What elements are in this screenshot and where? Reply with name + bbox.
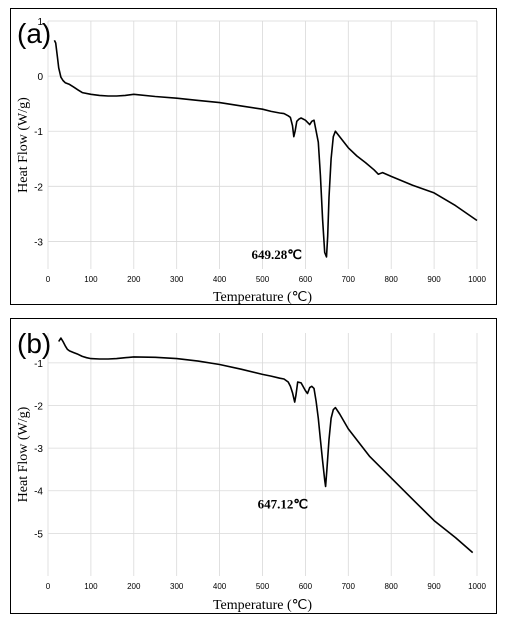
y-tick-label: -4 [34,487,43,498]
x-tick-label: 400 [213,582,227,591]
x-tick-label: 600 [299,275,313,284]
peak-temperature-label: 647.12℃ [258,496,308,511]
x-tick-label: 200 [127,275,141,284]
x-tick-label: 200 [127,582,141,591]
y-tick-label: -2 [34,182,43,193]
y-axis-title: Heat Flow (W/g) [16,406,31,502]
y-tick-label: 0 [37,72,43,83]
y-tick-label: -5 [34,529,43,540]
x-tick-label: 800 [385,582,399,591]
chart-panel-b: 0 100 200 300 400 500 600 700 800 900 1000 -1 -2 -3 -4… [10,318,497,614]
heat-flow-curve [53,39,478,258]
y-tick-label: -1 [34,359,43,370]
x-tick-label: 0 [46,582,51,591]
x-tick-label: 100 [84,275,98,284]
x-axis-title: Temperature (℃) [213,598,312,613]
x-tick-label: 500 [256,582,270,591]
peak-temperature-label: 649.28℃ [252,247,302,262]
y-tick-label: -1 [34,127,43,138]
x-tick-label: 600 [299,582,313,591]
heat-flow-curve [58,337,474,554]
chart-a-svg: 0 100 200 300 400 500 600 700 800 900 1000 1 0 -1 -2 -3… [16,17,486,305]
x-axis-title: Temperature (℃) [213,290,312,305]
y-tick-label: -3 [34,444,43,455]
y-tick-label: -3 [34,237,43,248]
x-tick-label: 900 [427,582,441,591]
panel-label: (b) [17,328,51,359]
x-tick-label: 900 [427,275,441,284]
x-tick-label: 300 [170,582,184,591]
x-tick-label: 700 [342,275,356,284]
x-tick-label: 400 [213,275,227,284]
x-tick-label: 500 [256,275,270,284]
x-tick-label: 0 [46,275,51,284]
chart-b-svg: 0 100 200 300 400 500 600 700 800 900 1000 -1 -2 -3 -4… [16,328,486,613]
x-tick-label: 300 [170,275,184,284]
panel-label: (a) [17,18,51,49]
y-axis-title: Heat Flow (W/g) [16,97,31,193]
x-tick-label: 100 [84,582,98,591]
x-tick-label: 1000 [468,275,486,284]
y-tick-label: -2 [34,401,43,412]
x-tick-label: 800 [385,275,399,284]
x-tick-label: 1000 [468,582,486,591]
y-tick-label: 1 [37,17,43,28]
chart-panel-a: 0 100 200 300 400 500 600 700 800 900 1000 1 0 -1 -2 -3… [10,8,497,305]
x-tick-label: 700 [342,582,356,591]
